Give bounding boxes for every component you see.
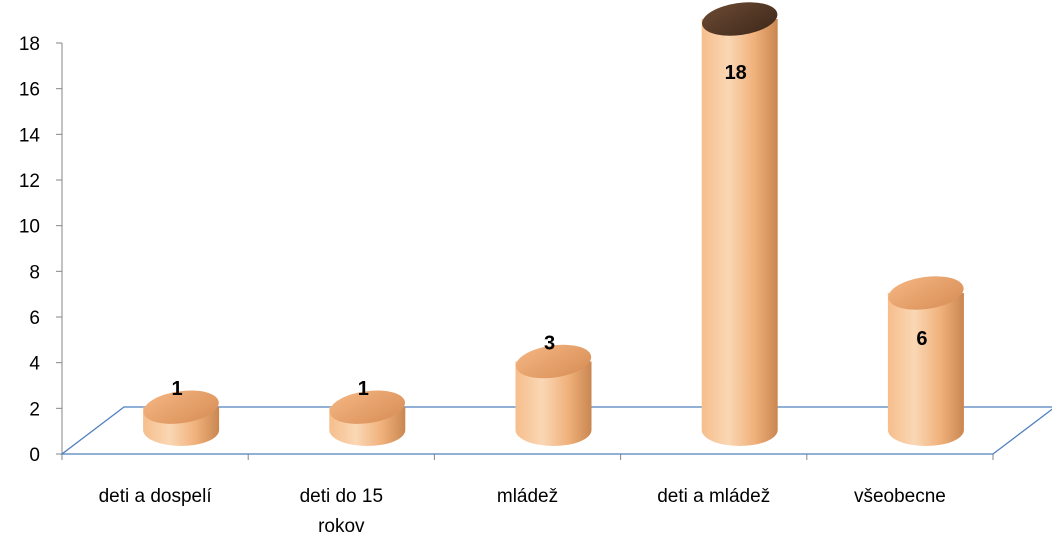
x-category-label: deti do 15 bbox=[300, 486, 383, 507]
y-tick-label: 10 bbox=[19, 217, 40, 238]
y-tick-label: 6 bbox=[29, 308, 40, 329]
bar-top bbox=[329, 390, 405, 424]
y-tick-label: 18 bbox=[19, 34, 40, 55]
y-tick-label: 8 bbox=[29, 262, 40, 283]
bar-top bbox=[702, 2, 778, 36]
data-label: 1 bbox=[172, 378, 183, 400]
bar-body bbox=[515, 361, 592, 446]
floor-plane bbox=[60, 406, 1052, 455]
data-label: 1 bbox=[358, 378, 369, 400]
bar-top bbox=[515, 344, 592, 379]
data-label: 6 bbox=[916, 328, 927, 350]
x-category-label: všeobecne bbox=[854, 486, 946, 507]
bars-layer bbox=[143, 2, 964, 446]
x-category-label: mládež bbox=[497, 486, 558, 507]
labels-layer: deti a dospelí deti do 15 rokov mládež deti … bbox=[99, 62, 946, 533]
x-category-label: rokov bbox=[318, 516, 365, 533]
bar-2 bbox=[329, 390, 406, 446]
y-tick-label: 2 bbox=[29, 399, 40, 420]
y-tick-label: 16 bbox=[19, 80, 40, 101]
y-tick-label: 14 bbox=[19, 125, 41, 146]
data-label: 18 bbox=[725, 62, 747, 84]
floor-layer bbox=[60, 406, 1052, 455]
bar-top bbox=[888, 276, 964, 310]
bar-5 bbox=[887, 276, 964, 446]
bar-body bbox=[887, 293, 964, 446]
bar-3 bbox=[515, 344, 592, 446]
data-label: 3 bbox=[544, 333, 555, 355]
bar-body bbox=[701, 19, 778, 446]
bar-1 bbox=[143, 390, 220, 446]
x-category-label: deti a dospelí bbox=[99, 486, 213, 507]
bar-top bbox=[143, 390, 219, 424]
bar-4 bbox=[701, 2, 778, 446]
y-tick-label: 4 bbox=[29, 354, 40, 375]
x-category-label: deti a mládež bbox=[657, 486, 770, 507]
y-tick-label: 0 bbox=[29, 445, 40, 466]
y-tick-label: 12 bbox=[19, 171, 40, 192]
